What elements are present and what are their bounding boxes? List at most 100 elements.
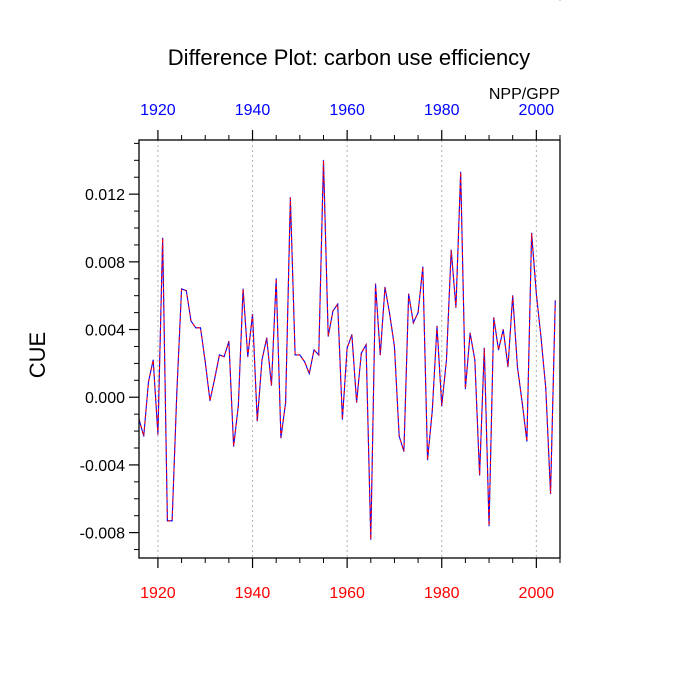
data-point (147, 381, 150, 383)
data-point (166, 520, 168, 522)
data-point (502, 328, 504, 331)
data-point (545, 388, 547, 390)
data-point (152, 359, 154, 361)
data-point (237, 405, 239, 407)
data-point (256, 420, 258, 422)
y-tick-label: 0.008 (85, 255, 125, 272)
data-point (549, 493, 552, 495)
data-point (294, 354, 296, 356)
data-point (450, 249, 452, 251)
data-point (478, 474, 481, 476)
data-point (474, 359, 476, 361)
data-point (374, 283, 377, 285)
plot-frame (138, 139, 561, 559)
data-point (162, 237, 164, 239)
data-point (351, 334, 353, 336)
data-point (143, 435, 145, 437)
data-point (157, 433, 159, 436)
data-point (360, 352, 362, 354)
data-point (247, 356, 249, 358)
data-point (204, 361, 206, 363)
data-point (176, 391, 178, 393)
major-ticks (129, 130, 537, 568)
data-point (327, 335, 329, 337)
data-point (393, 345, 396, 348)
data-point (408, 293, 410, 295)
data-point (540, 337, 542, 339)
series-group (138, 0, 561, 540)
x-tick-label-top: 1960 (329, 102, 365, 119)
data-point (214, 378, 216, 380)
data-point (322, 159, 325, 161)
data-point (299, 354, 301, 356)
data-point (341, 418, 344, 420)
data-point (251, 313, 254, 315)
data-point (460, 171, 462, 173)
chart-subtitle: NPP/GPP (489, 86, 560, 103)
data-point (426, 459, 429, 461)
data-point (337, 303, 339, 305)
data-point (242, 288, 244, 290)
data-point (398, 435, 400, 437)
data-point (403, 450, 405, 452)
data-point (445, 359, 448, 361)
x-tick-label-bottom: 1920 (140, 585, 176, 602)
data-point (171, 520, 173, 522)
x-tick-label-top: 1980 (424, 102, 460, 119)
data-point (379, 354, 381, 356)
data-point (422, 266, 424, 268)
y-tick-label: -0.008 (80, 526, 125, 543)
data-point (233, 445, 235, 447)
data-point (554, 300, 556, 302)
x-tick-label-top: 1940 (235, 102, 271, 119)
data-point (180, 288, 183, 290)
data-point (266, 337, 268, 339)
data-point (412, 322, 414, 324)
data-point (521, 401, 523, 403)
data-point (190, 320, 192, 322)
data-point (493, 317, 495, 319)
data-point (270, 384, 273, 386)
data-point (313, 349, 315, 351)
x-tick-label-bottom: 1940 (235, 585, 271, 602)
series-line-red-dashed (138, 160, 556, 540)
y-tick-labels: -0.008 -0.004 0.000 0.004 0.008 0.012 (80, 187, 125, 542)
data-point (464, 388, 466, 390)
data-point (441, 405, 443, 407)
data-point (223, 356, 225, 358)
data-point (303, 361, 306, 363)
minor-ticks (134, 135, 561, 563)
x-tick-label-bottom: 1980 (424, 585, 460, 602)
data-point (535, 293, 537, 295)
data-point (431, 410, 433, 412)
data-point (389, 313, 391, 315)
data-point (559, 0, 561, 1)
data-point (318, 354, 320, 356)
data-point (526, 440, 528, 442)
data-point (346, 347, 348, 349)
y-tick-label: 0.004 (85, 323, 125, 340)
x-tick-labels-top: 1920 1940 1960 1980 2000 (140, 102, 554, 119)
y-axis-label: CUE (25, 332, 50, 378)
data-point (332, 310, 334, 312)
y-tick-label: -0.004 (80, 458, 125, 475)
data-point (497, 349, 500, 351)
data-point (275, 278, 277, 280)
data-point (455, 306, 457, 309)
x-tick-label-bottom: 2000 (519, 585, 555, 602)
data-point (228, 340, 230, 342)
data-point (488, 525, 490, 527)
y-tick-label: 0.000 (85, 390, 125, 407)
data-point (469, 332, 471, 334)
data-point (261, 359, 263, 361)
data-point (218, 354, 221, 356)
data-point (370, 538, 372, 540)
data-point (365, 344, 367, 346)
chart-title: Difference Plot: carbon use efficiency (168, 45, 530, 70)
data-point (417, 312, 419, 314)
data-point (185, 290, 187, 292)
data-point (308, 372, 310, 375)
data-point (199, 327, 202, 329)
x-tick-labels-bottom: 1920 1940 1960 1980 2000 (140, 585, 554, 602)
data-point (355, 401, 358, 403)
